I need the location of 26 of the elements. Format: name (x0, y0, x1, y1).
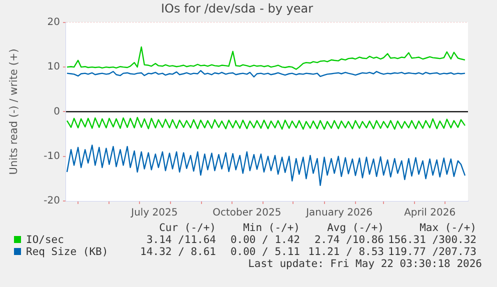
x-tick-label: July 2025 (130, 208, 178, 219)
text: Last update: Fri May 22 03:30:18 2026 (247, 258, 482, 270)
text: 156.31 /300.32 (387, 234, 478, 246)
y-tick-label: 20 (47, 16, 60, 28)
legend-label: Req Size (KB) (25, 246, 110, 258)
y-tick-label: -20 (44, 196, 60, 207)
text: Max (-/+) (418, 222, 478, 234)
text: 11.21 / 8.53 (307, 246, 385, 258)
x-tick-label: October 2025 (212, 208, 282, 219)
text: 0.00 / 5.11 (229, 246, 301, 258)
y-tick-label: 10 (47, 62, 60, 73)
x-tick-label: January 2026 (305, 208, 373, 219)
y-axis-title: Units read (-) / write (+) (8, 48, 20, 175)
y-tick-label: -10 (44, 150, 60, 162)
text: 14.32 / 8.61 (139, 246, 217, 258)
text: 119.77 /207.73 (387, 246, 478, 258)
legend-label: IO/sec (25, 234, 65, 246)
text: 2.74 /10.86 (313, 234, 385, 246)
chart-title: IOs for /dev/sda - by year (160, 1, 314, 16)
y-tick-label: 0 (54, 106, 60, 118)
text: 3.14 /11.64 (145, 234, 217, 246)
x-tick-label: April 2026 (404, 208, 456, 219)
text: Avg (-/+) (326, 222, 385, 234)
text: 0.00 / 1.42 (229, 234, 301, 246)
text: Cur (-/+) (158, 222, 217, 234)
text: Min (-/+) (242, 222, 301, 234)
